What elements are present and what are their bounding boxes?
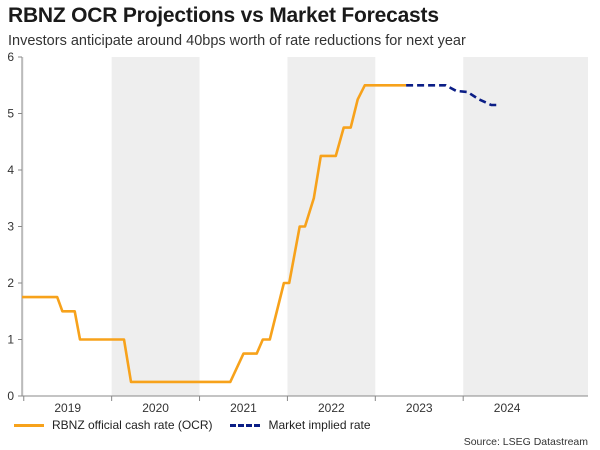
y-tick-label-3: 3 xyxy=(7,220,14,234)
legend-label-market: Market implied rate xyxy=(268,418,371,432)
legend-item-ocr: RBNZ official cash rate (OCR) xyxy=(14,418,212,432)
x-tick-label-2023: 2023 xyxy=(406,401,433,415)
x-tick-label-2024: 2024 xyxy=(494,401,521,415)
legend-item-market: Market implied rate xyxy=(230,418,371,432)
source-note: Source: LSEG Datastream xyxy=(463,436,588,448)
shaded-band-3 xyxy=(463,57,588,396)
x-tick-label-2020: 2020 xyxy=(142,401,169,415)
x-tick-label-2021: 2021 xyxy=(230,401,257,415)
y-tick-label-2: 2 xyxy=(7,276,14,290)
legend-swatch-ocr xyxy=(14,423,44,427)
y-tick-label-4: 4 xyxy=(7,163,14,177)
series-line-ocr xyxy=(22,84,407,384)
series-line-market xyxy=(406,84,501,107)
shaded-band-1 xyxy=(111,57,200,396)
legend-label-ocr: RBNZ official cash rate (OCR) xyxy=(52,418,213,432)
chart-legend: RBNZ official cash rate (OCR) Market imp… xyxy=(14,418,389,432)
legend-swatch-market xyxy=(230,423,261,427)
y-tick-label-5: 5 xyxy=(7,107,14,121)
y-tick-label-1: 1 xyxy=(7,333,14,347)
x-tick-label-2019: 2019 xyxy=(54,401,81,415)
chart-subtitle: Investors anticipate around 40bps worth … xyxy=(8,33,466,49)
x-tick-label-2022: 2022 xyxy=(318,401,345,415)
y-tick-label-0: 0 xyxy=(7,389,14,403)
chart-title: RBNZ OCR Projections vs Market Forecasts xyxy=(8,4,439,27)
y-tick-label-6: 6 xyxy=(7,50,14,64)
shaded-band-0 xyxy=(22,57,24,396)
